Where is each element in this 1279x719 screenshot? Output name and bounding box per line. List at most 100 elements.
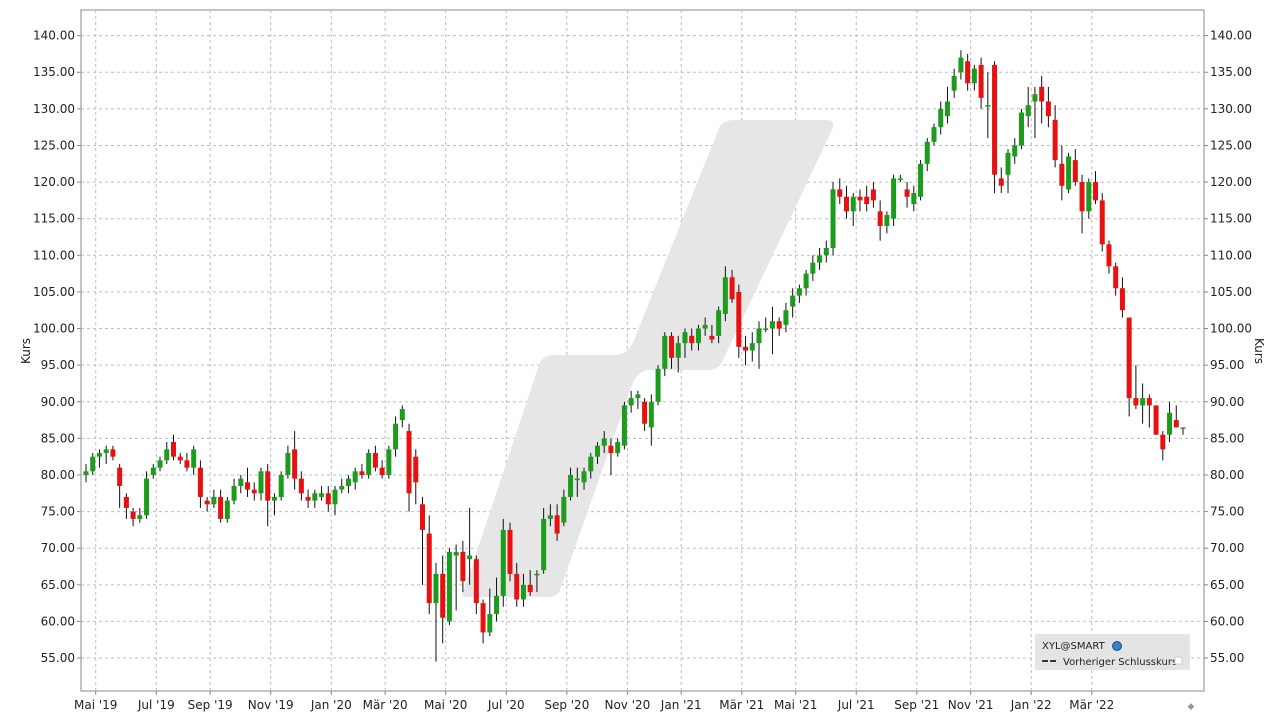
legend-toggle-checkbox[interactable]: [1174, 656, 1183, 665]
candle: [238, 474, 244, 494]
legend: XYL@SMART Vorheriger Schlusskurs: [1035, 634, 1190, 670]
candle-body: [621, 405, 627, 446]
candle: [594, 442, 600, 464]
candle: [615, 438, 621, 457]
y-tick-label: 70.00: [1210, 541, 1244, 555]
candle-body: [594, 445, 600, 457]
candle-body: [103, 449, 109, 454]
candle: [103, 445, 109, 464]
y-tick-label: 105.00: [1210, 285, 1252, 299]
x-tick-label: Jan '20: [310, 698, 352, 712]
candle-body: [204, 500, 210, 505]
candle-body: [164, 449, 170, 461]
candle-body: [743, 346, 749, 351]
candle-body: [978, 64, 984, 98]
y-axis-right: 55.00 60.00 65.00 70.00 75.00 80.00 85.00 90.00…: [1204, 29, 1252, 665]
candle: [130, 507, 136, 527]
y-tick-label: 135.00: [33, 65, 75, 79]
x-tick-label: Sep '20: [544, 698, 589, 712]
candle-body: [796, 288, 802, 296]
candle: [258, 467, 264, 501]
candle-body: [258, 471, 264, 494]
candle: [372, 445, 378, 472]
candle: [655, 365, 661, 406]
candle: [278, 471, 284, 501]
candle-body: [177, 456, 183, 461]
candle: [305, 489, 311, 508]
candle: [1119, 277, 1125, 318]
candle-body: [1180, 427, 1186, 429]
candle: [1180, 427, 1186, 435]
candle-body: [1012, 145, 1018, 157]
candle-body: [669, 335, 675, 358]
candle: [265, 464, 271, 527]
candle-body: [1099, 200, 1105, 245]
candle: [837, 178, 843, 205]
candle: [251, 482, 257, 501]
y-tick-label: 110.00: [1210, 248, 1252, 262]
candle: [702, 317, 708, 336]
candle-body: [1032, 94, 1038, 102]
candle-body: [547, 515, 553, 519]
candle-body: [561, 496, 567, 523]
candle-body: [507, 529, 513, 574]
candle-body: [918, 163, 924, 197]
candle: [332, 485, 338, 516]
candle-body: [944, 101, 950, 117]
candle: [271, 493, 277, 516]
candle: [117, 464, 123, 508]
candle: [1099, 193, 1105, 252]
candle-body: [339, 485, 345, 490]
candle-body: [144, 478, 150, 516]
y-tick-label: 110.00: [33, 248, 75, 262]
y-tick-label: 105.00: [33, 285, 75, 299]
y-tick-label: 115.00: [1210, 212, 1252, 226]
candle-body: [372, 453, 378, 468]
y-tick-label: 140.00: [1210, 29, 1252, 43]
candle: [1025, 86, 1031, 128]
candle-body: [884, 215, 890, 227]
candle-body: [305, 496, 311, 501]
candle: [877, 200, 883, 241]
candle-body: [446, 551, 452, 622]
y-tick-label: 115.00: [33, 212, 75, 226]
candle: [500, 518, 506, 607]
candle: [1072, 149, 1078, 186]
y-tick-label: 65.00: [1210, 578, 1244, 592]
candle: [292, 431, 298, 490]
candle-body: [790, 295, 796, 307]
x-tick-label: Nov '21: [948, 698, 994, 712]
candle: [958, 50, 964, 80]
candle: [628, 390, 634, 413]
candle-body: [837, 189, 843, 197]
candle-body: [494, 595, 500, 615]
candle-body: [480, 603, 486, 633]
globe-icon[interactable]: [1112, 641, 1122, 651]
candle-body: [843, 196, 849, 212]
candle: [1059, 145, 1065, 201]
candle: [743, 335, 749, 366]
candle: [164, 442, 170, 464]
candle: [985, 72, 991, 139]
candle-body: [1025, 105, 1031, 117]
candle: [870, 182, 876, 208]
candle-body: [413, 456, 419, 483]
candle-body: [359, 471, 365, 475]
y-tick-label: 60.00: [41, 614, 75, 628]
y-axis-title-right: Kurs: [1252, 338, 1266, 364]
candle-body: [90, 456, 96, 472]
candle-body: [197, 467, 203, 497]
candle: [1113, 262, 1119, 296]
candle: [843, 185, 849, 219]
candle: [386, 445, 392, 479]
candle-body: [245, 482, 251, 490]
candle-body: [1039, 86, 1045, 102]
candle: [359, 464, 365, 479]
candle-body: [992, 64, 998, 175]
candle: [325, 485, 331, 512]
scroll-arrow-icon[interactable]: ◆: [1188, 702, 1195, 712]
candle-body: [271, 496, 277, 501]
candle: [601, 431, 607, 454]
candle: [406, 423, 412, 512]
candle-body: [352, 471, 358, 483]
